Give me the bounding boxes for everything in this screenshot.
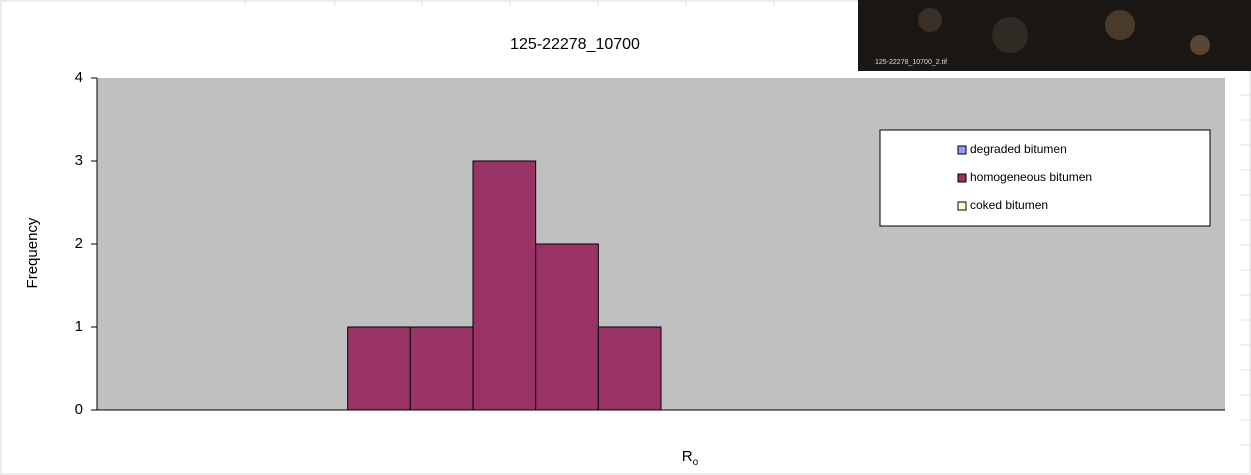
x-axis-label: Ro: [682, 448, 699, 468]
bar: [535, 243, 599, 411]
bar: [597, 326, 662, 411]
legend-swatch: [957, 173, 967, 183]
legend-label: coked bitumen: [970, 198, 1048, 212]
x-axis-label-sub: o: [693, 457, 699, 468]
y-tick-label: 4: [75, 69, 83, 86]
legend-swatch: [957, 201, 967, 211]
y-tick-label: 3: [75, 152, 83, 169]
bar: [409, 326, 474, 411]
bar: [347, 326, 411, 411]
legend-swatch: [957, 145, 967, 155]
legend-label: homogeneous bitumen: [970, 170, 1092, 184]
legend-box: [879, 129, 1211, 227]
chart-title: 125-22278_10700: [510, 36, 640, 53]
photo-caption: 125-22278_10700_2.tif: [875, 59, 947, 66]
y-axis-label: Frequency: [24, 217, 41, 288]
y-tick-label: 0: [75, 401, 83, 418]
x-axis-label-main: R: [682, 448, 693, 465]
y-tick-label: 2: [75, 235, 83, 252]
legend-label: degraded bitumen: [970, 142, 1067, 156]
bar: [472, 160, 537, 411]
y-tick-label: 1: [75, 318, 83, 335]
photo: 125-22278_10700_2.tif: [858, 0, 1251, 71]
